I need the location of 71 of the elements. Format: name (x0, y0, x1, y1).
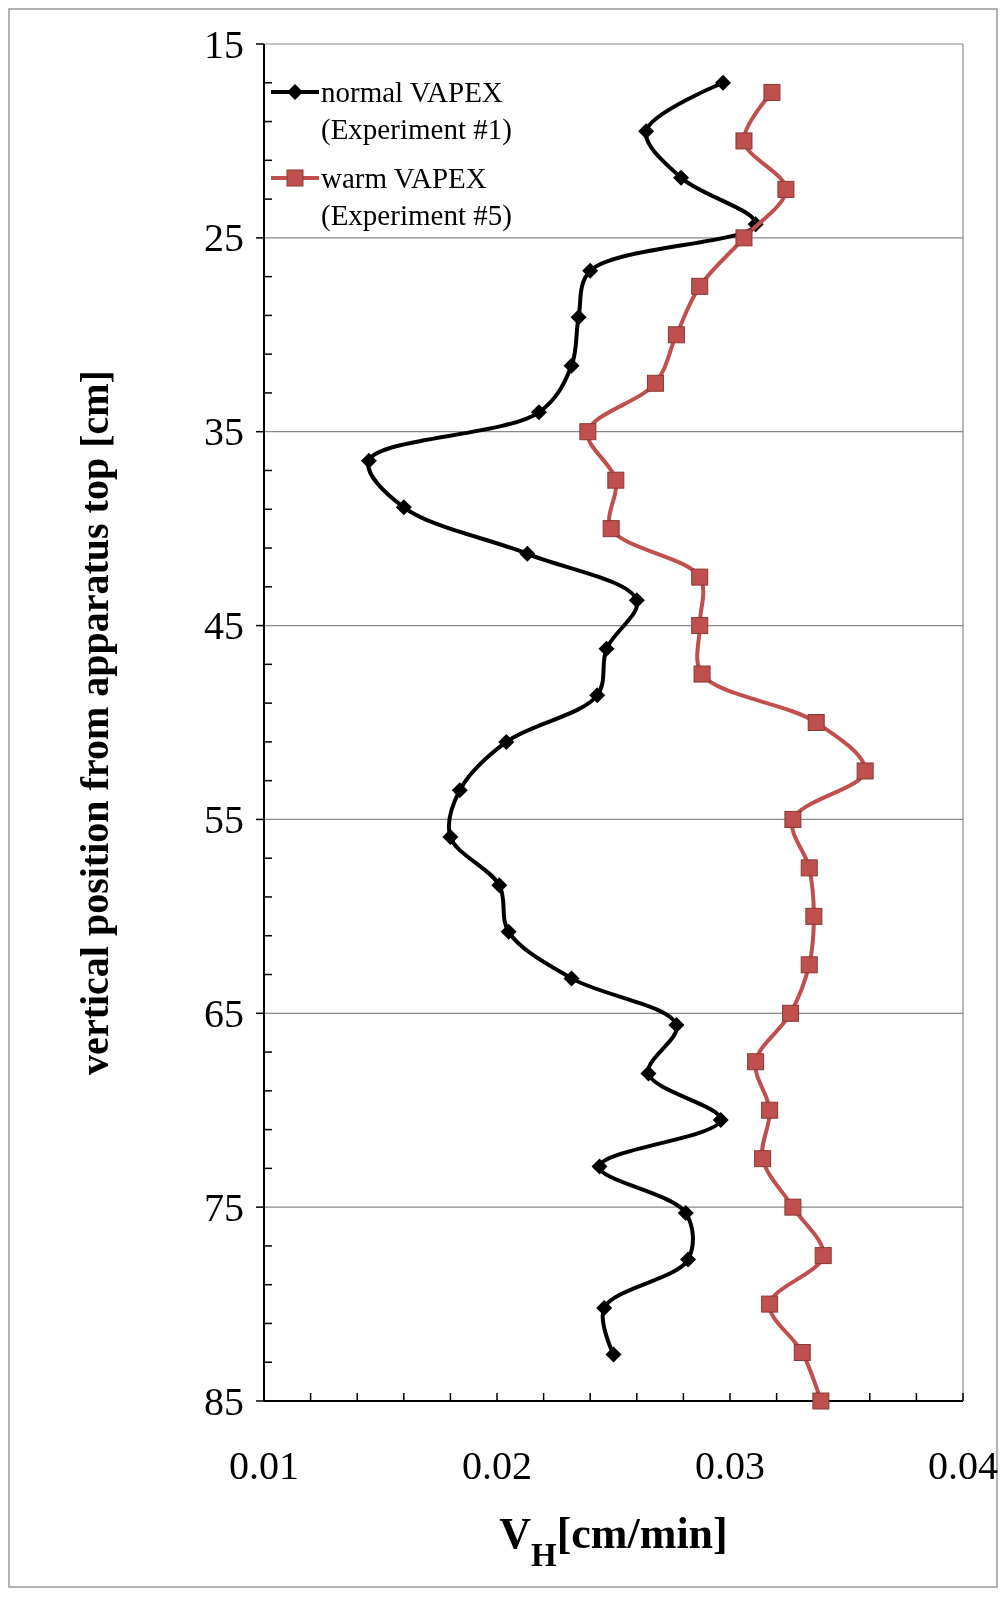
y-tick-label: 25 (204, 215, 244, 261)
point (667, 326, 685, 344)
point (591, 1158, 608, 1175)
point (761, 1101, 779, 1119)
point (712, 1111, 729, 1128)
point (763, 83, 781, 101)
point (530, 404, 547, 421)
point (800, 956, 818, 974)
point (500, 923, 517, 940)
point (498, 733, 515, 750)
point (519, 545, 536, 562)
x-tick-label: 0.02 (462, 1443, 532, 1488)
point (680, 1251, 697, 1268)
point (793, 1344, 811, 1362)
point (691, 568, 709, 586)
point (451, 782, 468, 799)
point (563, 357, 580, 374)
point (784, 1198, 802, 1216)
point (570, 309, 587, 326)
point (800, 859, 818, 877)
point (761, 1295, 779, 1313)
point (777, 180, 795, 198)
point (602, 520, 620, 538)
point (691, 277, 709, 295)
point (628, 592, 645, 609)
x-tick-label: 0.01 (229, 1443, 299, 1488)
legend-label: normal VAPEX (Experiment #1) (321, 76, 512, 146)
y-tick-label: 35 (204, 409, 244, 455)
point (395, 499, 412, 516)
point (693, 665, 711, 683)
point (677, 1204, 694, 1221)
point (691, 617, 709, 635)
point (805, 907, 823, 925)
y-tick-label: 15 (204, 21, 244, 67)
point (442, 828, 459, 845)
point (715, 74, 732, 91)
point (589, 687, 606, 704)
y-tick-label: 75 (204, 1184, 244, 1230)
point (784, 810, 802, 828)
point (856, 762, 874, 780)
point (640, 1065, 657, 1082)
point (582, 262, 599, 279)
x-tick-label: 0.03 (695, 1443, 765, 1488)
point (491, 877, 508, 894)
point (605, 1346, 622, 1363)
point (812, 1392, 830, 1410)
point (607, 471, 625, 489)
point (668, 1016, 685, 1033)
point (735, 229, 753, 247)
point (563, 970, 580, 987)
point (782, 1004, 800, 1022)
y-axis-title: vertical position from apparatus top [cm] (72, 370, 117, 1075)
point (754, 1150, 772, 1168)
point (360, 452, 377, 469)
y-tick-label: 85 (204, 1378, 244, 1424)
point (807, 714, 825, 731)
point (579, 423, 597, 441)
point (747, 1053, 765, 1071)
point (646, 374, 664, 392)
x-axis-title: V$_{H}$[cm/min] (499, 1509, 728, 1573)
y-tick-label: 55 (204, 796, 244, 842)
y-tick-label: 45 (204, 603, 244, 649)
legend-label: warm VAPEX (Experiment #5) (321, 162, 512, 232)
point (673, 169, 690, 186)
x-tick-label: 0.04 (928, 1443, 998, 1488)
y-tick-label: 65 (204, 990, 244, 1036)
point (735, 132, 753, 150)
point (814, 1247, 832, 1265)
point (596, 1299, 613, 1316)
point (598, 640, 615, 657)
point (638, 123, 655, 140)
